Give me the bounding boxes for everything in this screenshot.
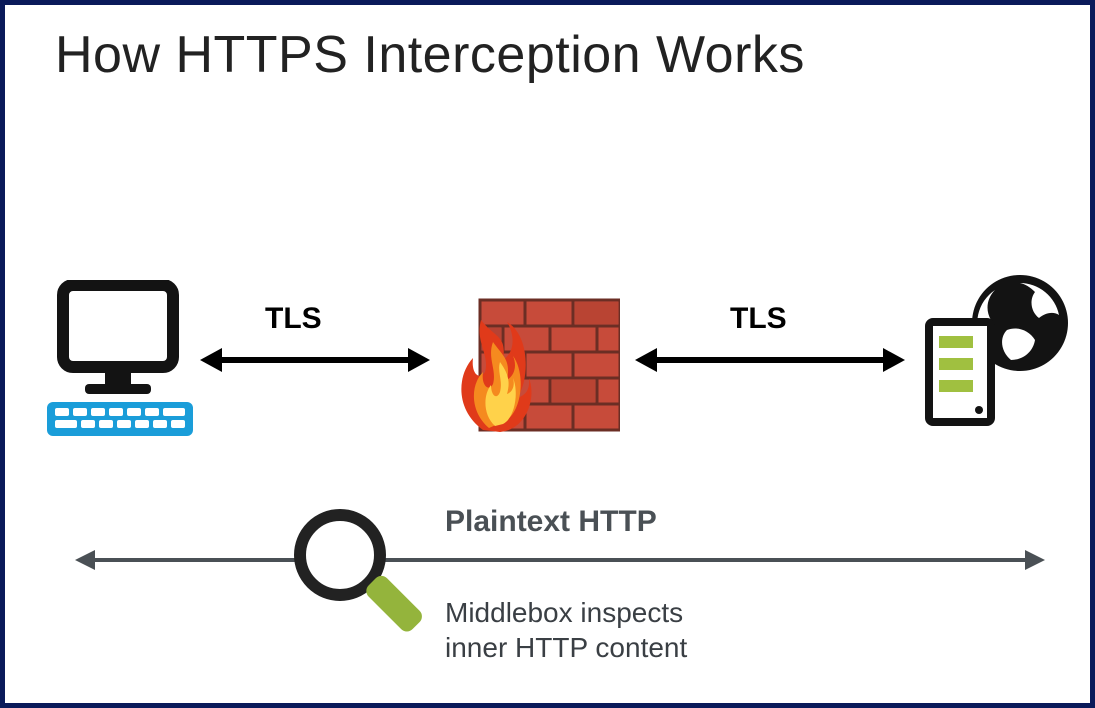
client-computer-icon <box>45 280 195 445</box>
tls-label-right: TLS <box>730 302 787 336</box>
middlebox-caption: Middlebox inspects inner HTTP content <box>445 595 687 665</box>
plaintext-long-arrow <box>75 545 1045 580</box>
magnifier-icon <box>285 505 425 660</box>
server-globe-icon <box>925 270 1070 435</box>
slide-title: How HTTPS Interception Works <box>55 25 805 85</box>
top-flow-row: TLS <box>5 280 1090 450</box>
tls-arrow-left <box>200 340 430 385</box>
slide-frame: How HTTPS Interception Works <box>0 0 1095 708</box>
tls-arrow-right <box>635 340 905 385</box>
plaintext-http-label: Plaintext HTTP <box>445 505 657 539</box>
firewall-icon <box>445 280 620 455</box>
tls-label-left: TLS <box>265 302 322 336</box>
